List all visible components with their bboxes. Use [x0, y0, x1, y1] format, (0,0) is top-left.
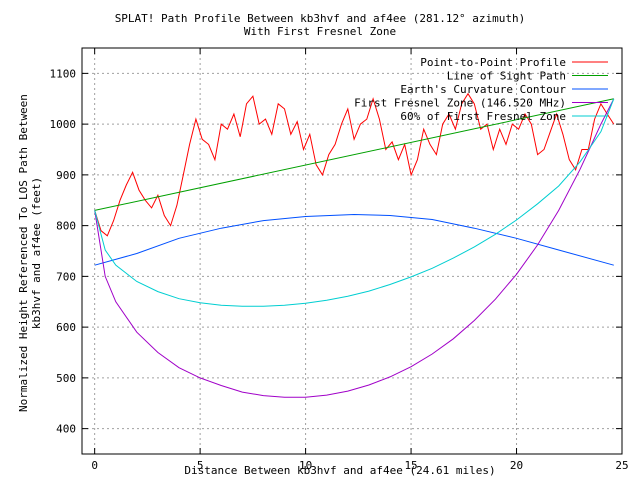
y-tick-label-0: 400 [56, 423, 76, 436]
y-axis-label-line-2: kb3hvf and af4ee (feet) [30, 176, 43, 330]
chart-subtitle: With First Fresnel Zone [243, 25, 397, 38]
series-line-1 [94, 98, 614, 211]
chart-title: SPLAT! Path Profile Between kb3hvf and a… [114, 12, 526, 25]
series-line-4 [94, 98, 615, 307]
legend-label-2: Earth's Curvature Contour [400, 83, 566, 96]
plot-frame [81, 47, 623, 455]
x-tick-label-5: 25 [615, 459, 628, 472]
y-axis-label: Normalized Height Referenced To LOS Path… [17, 93, 43, 413]
series-line-3 [94, 98, 615, 398]
y-tick-label-4: 800 [56, 220, 76, 233]
x-tick-label-2: 10 [299, 459, 312, 472]
legend-label-3: First Fresnel Zone (146.520 MHz) [354, 97, 566, 110]
x-tick-label-3: 15 [404, 459, 417, 472]
y-tick-label-5: 900 [56, 169, 76, 182]
legend-label-0: Point-to-Point Profile [420, 56, 566, 69]
series-line-2 [94, 213, 614, 266]
x-tick-label-1: 5 [197, 459, 204, 472]
y-tick-label-3: 700 [56, 270, 76, 283]
y-tick-label-7: 1100 [50, 67, 77, 80]
x-tick-label-4: 20 [510, 459, 523, 472]
legend-label-4: 60% of First Fresnel Zone [400, 110, 566, 123]
x-tick-label-0: 0 [91, 459, 98, 472]
y-axis-label-line-1: Normalized Height Referenced To LOS Path… [17, 94, 30, 412]
y-tick-label-1: 500 [56, 372, 76, 385]
y-tick-label-2: 600 [56, 321, 76, 334]
x-axis-label: Distance Between kb3hvf and af4ee (24.61… [184, 464, 496, 477]
y-tick-label-6: 1000 [50, 118, 77, 131]
legend-label-1: Line of Sight Path [447, 70, 566, 83]
